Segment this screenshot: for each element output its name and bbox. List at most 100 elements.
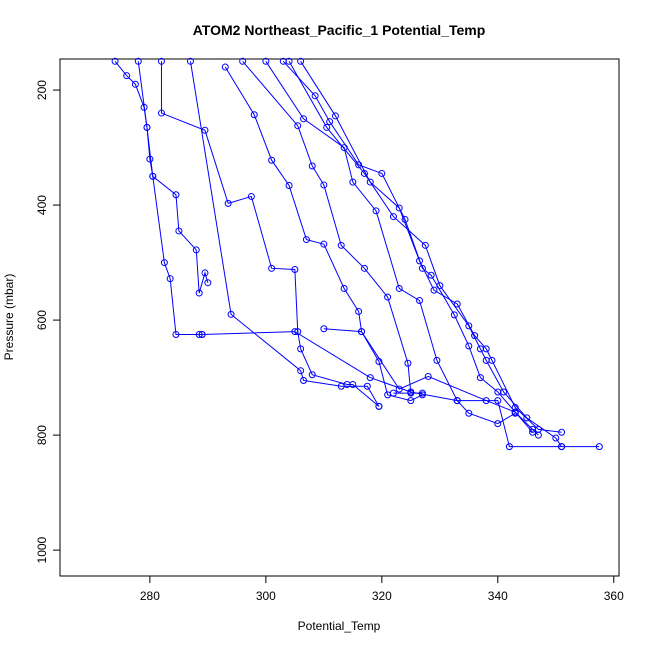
profile-point <box>262 57 270 65</box>
profile-point <box>534 425 542 433</box>
profile-point <box>297 57 305 65</box>
profile-point <box>552 434 560 442</box>
profile-point <box>360 264 368 272</box>
y-tick-label: 1000 <box>35 536 49 563</box>
profile-point <box>395 385 403 393</box>
profile-point <box>395 204 403 212</box>
profile-point <box>123 72 131 80</box>
profile-point <box>595 443 603 451</box>
profile-point <box>308 162 316 170</box>
chart-title: ATOM2 Northeast_Pacific_1 Potential_Temp <box>193 22 486 38</box>
profile-point <box>204 279 212 287</box>
profile-point <box>482 345 490 353</box>
profile-point <box>494 397 502 405</box>
profile-point <box>488 356 496 364</box>
profile-point <box>302 236 310 244</box>
profile-point <box>297 345 305 353</box>
profile-point <box>349 178 357 186</box>
y-tick-label: 200 <box>35 80 49 100</box>
profile-point <box>558 428 566 436</box>
profile-point <box>558 443 566 451</box>
profile-point <box>320 240 328 248</box>
profile-line <box>224 66 423 402</box>
profile-point <box>268 156 276 164</box>
profile-line <box>160 61 380 407</box>
profile-point <box>157 57 165 65</box>
profile-line <box>242 60 423 394</box>
profile-point <box>192 246 200 254</box>
x-tick-label: 280 <box>140 589 160 603</box>
profile-point <box>131 80 139 88</box>
x-axis-label: Potential_Temp <box>298 619 381 633</box>
profile-point <box>505 443 513 451</box>
profile-point <box>149 172 157 180</box>
profile-point <box>323 123 331 131</box>
profile-point <box>453 397 461 405</box>
profile-line <box>202 331 600 448</box>
profile-point <box>465 322 473 330</box>
profile-point <box>355 307 363 315</box>
profile-point <box>157 109 165 117</box>
profile-point <box>337 241 345 249</box>
profile-point <box>523 414 531 422</box>
profile-point <box>160 259 168 267</box>
profile-point <box>308 371 316 379</box>
profile-point <box>175 227 183 235</box>
profile-point <box>384 293 392 301</box>
profile-point <box>291 328 299 336</box>
profile-line <box>282 60 539 436</box>
y-tick-label: 800 <box>35 425 49 445</box>
profile-point <box>407 397 415 405</box>
profile-point <box>366 374 374 382</box>
profile-point <box>453 300 461 308</box>
profile-point <box>511 408 519 416</box>
profile-point <box>143 123 151 131</box>
profile-point <box>172 191 180 199</box>
profile-point <box>285 182 293 190</box>
profile-point <box>465 342 473 350</box>
profile-point <box>326 118 334 126</box>
profile-point <box>297 367 305 375</box>
profile-point <box>166 275 174 283</box>
profile-point <box>476 374 484 382</box>
profile-point <box>418 264 426 272</box>
profile-point <box>494 420 502 428</box>
profile-point <box>291 265 299 273</box>
profile-point <box>424 372 432 380</box>
x-tick-label: 320 <box>372 589 392 603</box>
profile-point <box>436 282 444 290</box>
profile-point <box>407 388 415 396</box>
profile-line <box>189 61 380 407</box>
profile-point <box>389 213 397 221</box>
profile-point <box>320 181 328 189</box>
profile-point <box>340 284 348 292</box>
profile-point <box>300 376 308 384</box>
profile-point <box>172 330 180 338</box>
profile-point <box>375 402 383 410</box>
profile-point <box>250 111 258 119</box>
profile-point <box>349 380 357 388</box>
x-tick-label: 300 <box>256 589 276 603</box>
profile-point <box>529 428 537 436</box>
profile-point <box>378 169 386 177</box>
profile-point <box>294 122 302 130</box>
profile-point <box>186 57 194 65</box>
profile-point <box>511 404 519 412</box>
profile-point <box>433 356 441 364</box>
profile-point <box>404 359 412 367</box>
profile-point <box>247 192 255 200</box>
profile-point <box>224 199 232 207</box>
profile-point <box>430 286 438 294</box>
profile-point <box>320 325 328 333</box>
y-tick-label: 400 <box>35 195 49 215</box>
profile-point <box>134 57 142 65</box>
plot-frame <box>59 58 620 577</box>
profile-line <box>323 328 533 433</box>
profile-point <box>285 57 293 65</box>
profile-point <box>300 115 308 123</box>
profile-point <box>416 297 424 305</box>
profile-point <box>416 257 424 265</box>
profile-point <box>471 332 479 340</box>
profile-point <box>198 330 206 338</box>
